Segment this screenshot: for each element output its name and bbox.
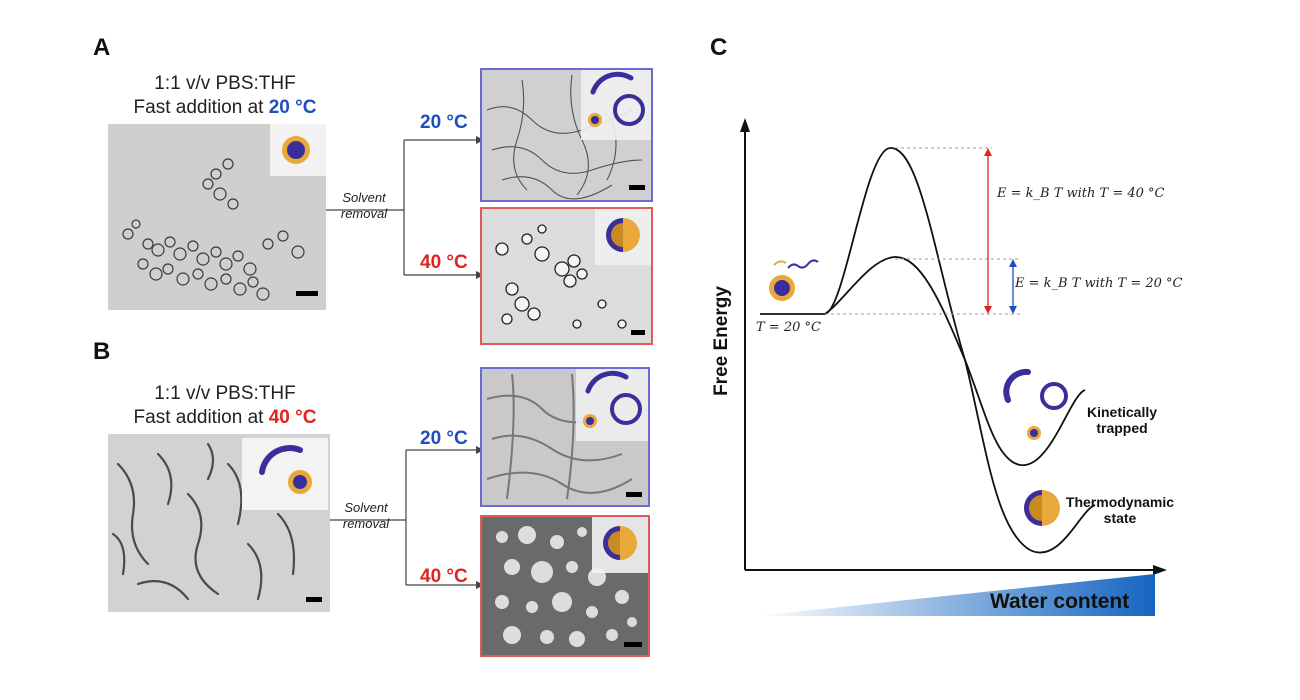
panel-c-letter: C: [710, 34, 728, 61]
energy-landscape-plot: [740, 118, 1167, 575]
panel-b-result-20c: [480, 367, 650, 507]
janus-particle-icon: [606, 218, 640, 252]
panel-a-tem-image: [108, 124, 326, 310]
high-barrier-curve: [824, 147, 1096, 554]
panel-b-condition: 1:1 v/v PBS:THF Fast addition at 40 °C: [110, 382, 340, 430]
panel-a-branch-temp-bottom: 40 °C: [420, 252, 468, 273]
energy-label-20: E = k_B T with T = 20 °C: [1015, 276, 1183, 291]
scale-bar: [629, 185, 645, 190]
panel-b-condition-line1: 1:1 v/v PBS:THF: [154, 383, 296, 404]
panel-a-solvent-label: Solvent removal: [340, 190, 388, 221]
scale-bar: [626, 492, 642, 497]
y-axis-arrow: [740, 118, 750, 132]
panel-a-inset: [270, 124, 326, 176]
scale-bar: [296, 291, 318, 296]
panel-b-result-20c-inset: [576, 369, 648, 441]
panel-a-condition-line2: Fast addition at 20 °C: [133, 97, 317, 118]
worm-and-micelle-icon: [259, 445, 312, 494]
thermodynamic-state-icon: [1024, 490, 1060, 526]
panel-a-condition-line1: 1:1 v/v PBS:THF: [154, 73, 296, 94]
start-micelle-icon: [769, 259, 819, 301]
start-temp-label: T = 20 °C: [756, 320, 821, 335]
thermodynamic-label: Thermodynamic state: [1065, 494, 1175, 526]
panel-b-tem-image: [108, 434, 330, 612]
panel-b-solvent-label: Solvent removal: [342, 500, 390, 531]
vesicle-and-worm-icon: [588, 71, 645, 127]
scale-bar: [624, 642, 642, 647]
panel-a-result-40c-inset: [595, 209, 651, 265]
panel-b-condition-line2: Fast addition at 40 °C: [133, 407, 317, 428]
panel-a-condition: 1:1 v/v PBS:THF Fast addition at 20 °C: [110, 72, 340, 120]
micelle-icon: [282, 136, 310, 164]
panel-b-inset: [242, 438, 328, 510]
x-axis-label: Water content: [990, 590, 1130, 613]
panel-b-result-40c-inset: [592, 517, 648, 573]
energy-label-40: E = k_B T with T = 40 °C: [997, 186, 1165, 201]
vesicle-and-worm-icon: [583, 370, 642, 428]
kinetic-trap-icon: [1003, 368, 1068, 440]
panel-a-branch-arrows: [326, 136, 484, 279]
panel-b-letter: B: [93, 338, 111, 365]
panel-a-result-40c: [480, 207, 653, 345]
panel-b-result-40c: [480, 515, 650, 657]
water-content-gradient: [755, 574, 1155, 616]
janus-particle-icon: [603, 526, 637, 560]
x-axis-arrow: [1153, 565, 1167, 575]
panel-a-condition-temp: 20 °C: [268, 97, 317, 118]
panel-a-branch-temp-top: 20 °C: [420, 112, 468, 133]
panel-a-letter: A: [93, 34, 111, 61]
panel-a-result-20c-inset: [581, 70, 651, 140]
panel-b-condition-temp: 40 °C: [268, 407, 317, 428]
panel-b-branch-temp-top: 20 °C: [420, 428, 468, 449]
scale-bar: [306, 597, 322, 602]
low-barrier-curve: [824, 256, 1086, 466]
panel-a-result-20c: [480, 68, 653, 202]
scale-bar: [631, 330, 645, 335]
panel-b-branch-temp-bottom: 40 °C: [420, 566, 468, 587]
kinetic-label: Kinetically trapped: [1086, 404, 1158, 436]
